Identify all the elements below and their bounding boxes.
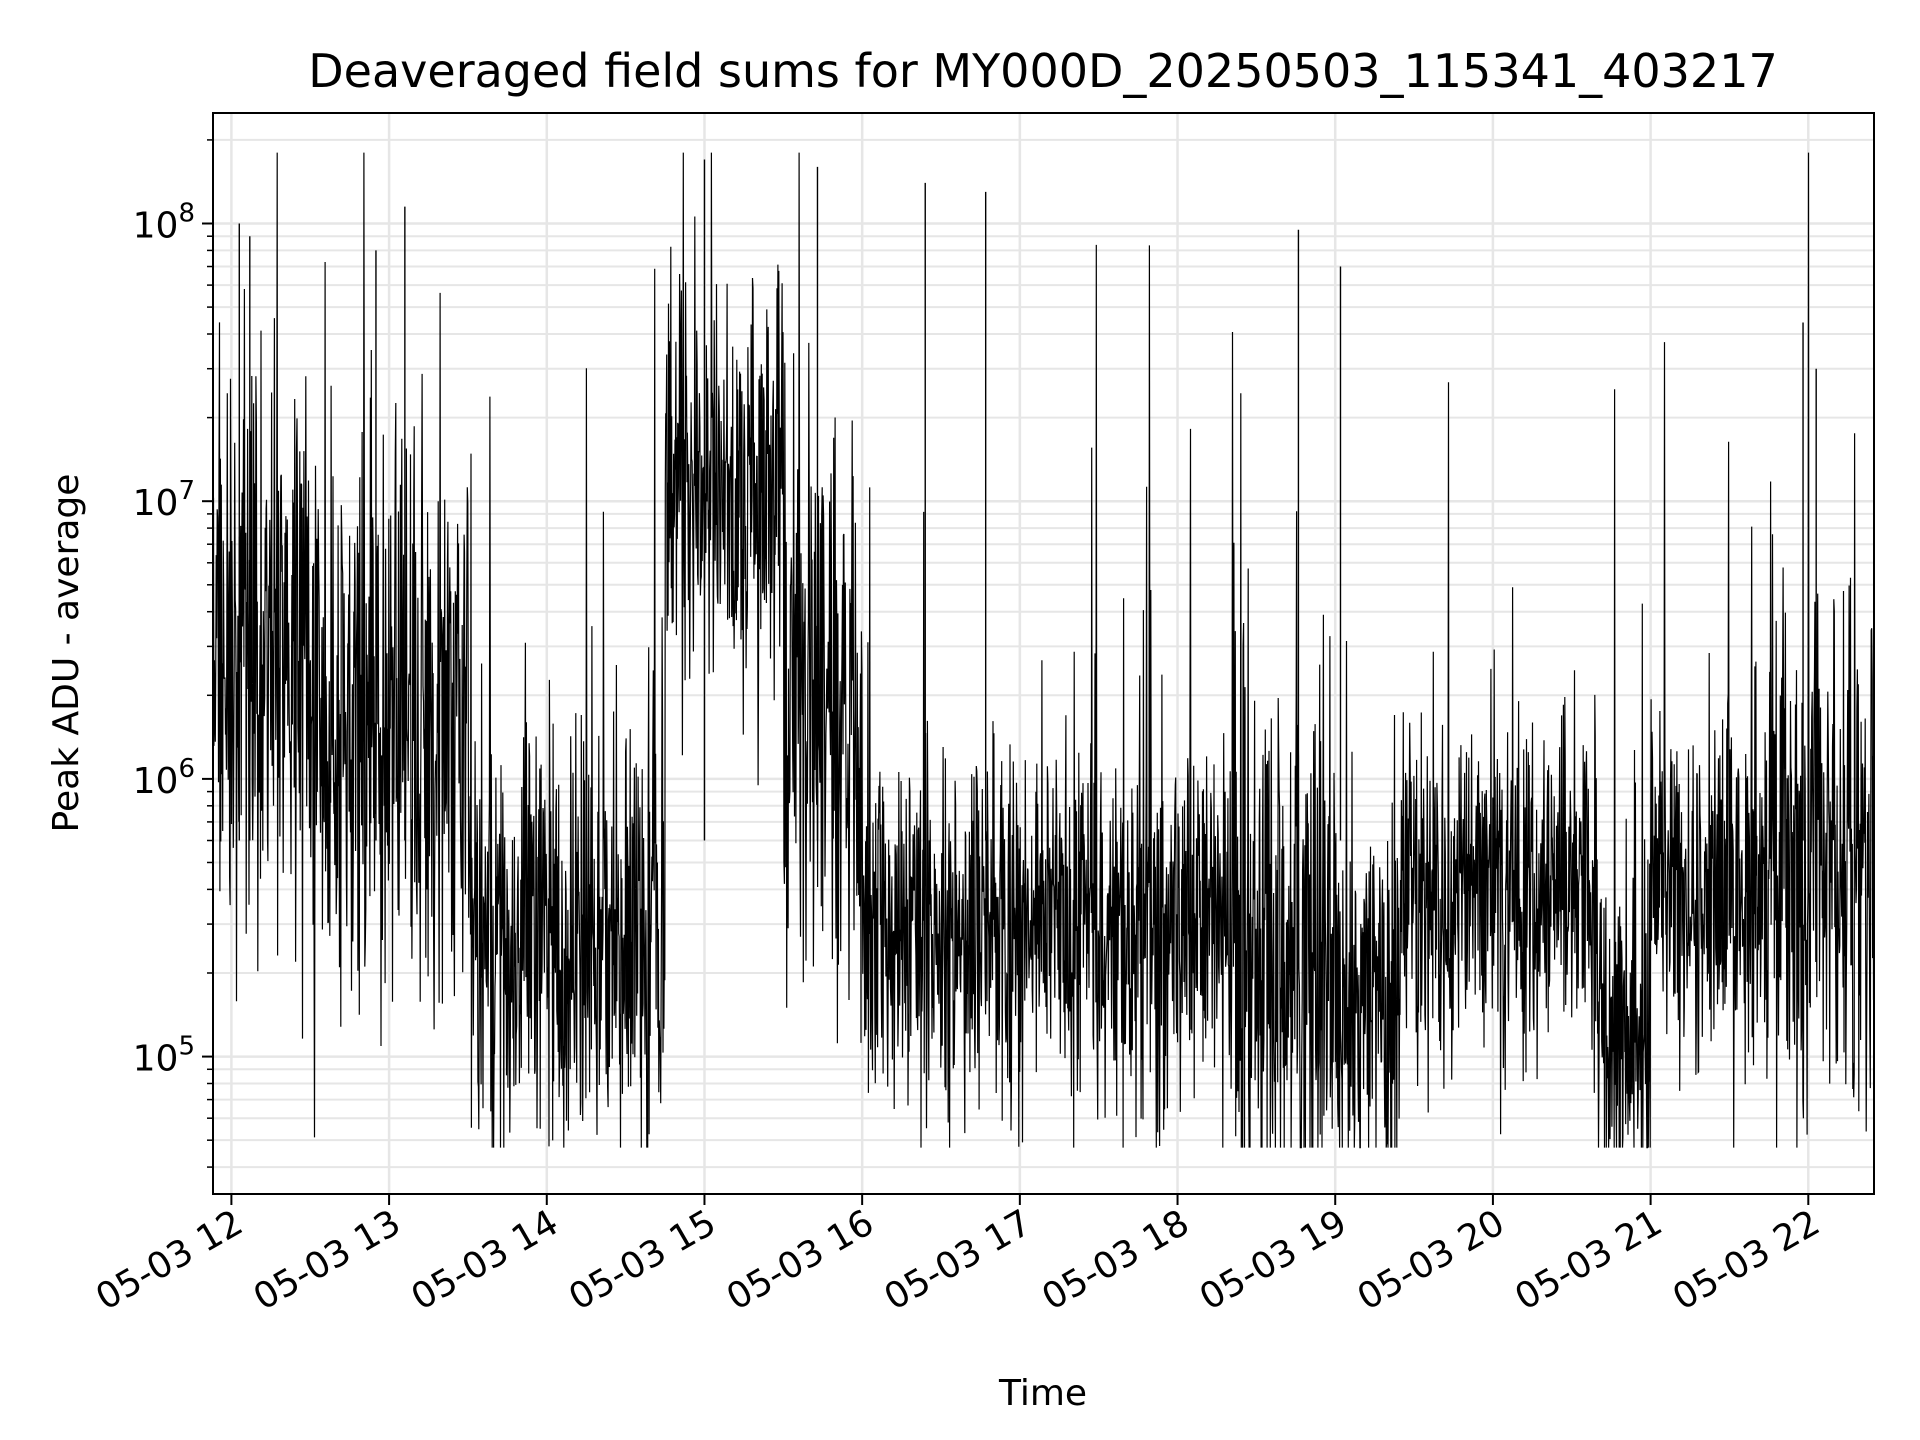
series-line-group	[212, 152, 1875, 1149]
y-tick-label: 105	[133, 1032, 195, 1080]
y-axis-label: Peak ADU - average	[46, 474, 87, 833]
plot-frame	[212, 112, 1875, 1195]
grid	[213, 113, 1874, 1194]
y-axis-ticks: 105 106 107 108	[133, 139, 213, 1168]
y-tick-label: 108	[133, 199, 195, 247]
y-tick-label: 106	[133, 754, 195, 802]
series-line	[212, 152, 1875, 1149]
chart-title: Deaveraged field sums for MY000D_2025050…	[308, 44, 1777, 98]
x-axis-label: Time	[998, 1373, 1087, 1414]
y-tick-label: 107	[133, 476, 195, 524]
